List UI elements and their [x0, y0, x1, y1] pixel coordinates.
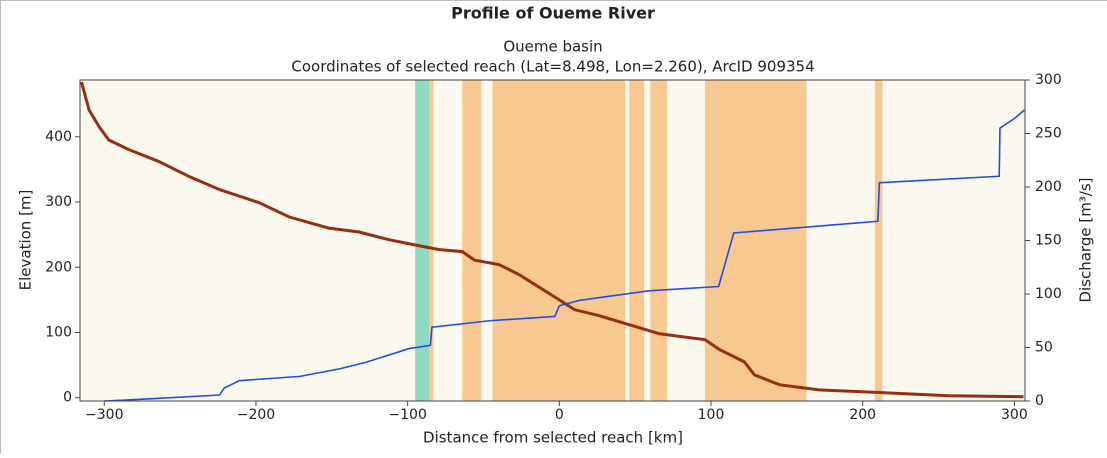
highlight-span — [415, 80, 430, 401]
y-tick-label: 400 — [45, 129, 72, 145]
y2-tick-label: 300 — [1035, 72, 1062, 88]
x-tick-label: −300 — [85, 407, 123, 423]
chart-subtitle: Oueme basin — [503, 38, 602, 56]
y2-tick-label: 200 — [1035, 179, 1062, 195]
y2-tick-label: 100 — [1035, 286, 1062, 302]
y2-tick-label: 50 — [1035, 340, 1053, 356]
y-tick-label: 100 — [45, 324, 72, 340]
y2-tick-label: 250 — [1035, 126, 1062, 142]
y-axis-label: Elevation [m] — [17, 190, 35, 291]
data-line — [80, 81, 1024, 399]
x-tick-label: 300 — [1001, 407, 1028, 423]
highlight-span — [629, 80, 645, 401]
highlight-span — [462, 80, 482, 401]
highlight-span — [650, 80, 668, 401]
data-line — [104, 109, 1025, 402]
y2-tick-label: 150 — [1035, 233, 1062, 249]
y-tick-label: 300 — [45, 194, 72, 210]
y2-axis-label: Discharge [m³/s] — [1077, 177, 1095, 302]
x-tick-label: 0 — [555, 407, 564, 423]
x-axis-label: Distance from selected reach [km] — [423, 429, 683, 447]
highlight-span — [874, 80, 883, 401]
highlight-span — [429, 80, 434, 401]
chart-subtitle: Coordinates of selected reach (Lat=8.498… — [291, 58, 814, 76]
x-tick-label: 100 — [698, 407, 725, 423]
y2-tick-label: 0 — [1035, 393, 1044, 409]
x-tick-label: −200 — [237, 407, 275, 423]
x-tick-label: −100 — [388, 407, 426, 423]
highlight-span — [704, 80, 807, 401]
y-tick-label: 200 — [45, 259, 72, 275]
chart-title: Profile of Oueme River — [451, 4, 655, 23]
x-tick-label: 200 — [849, 407, 876, 423]
highlight-span — [492, 80, 626, 401]
y-tick-label: 0 — [63, 390, 72, 406]
